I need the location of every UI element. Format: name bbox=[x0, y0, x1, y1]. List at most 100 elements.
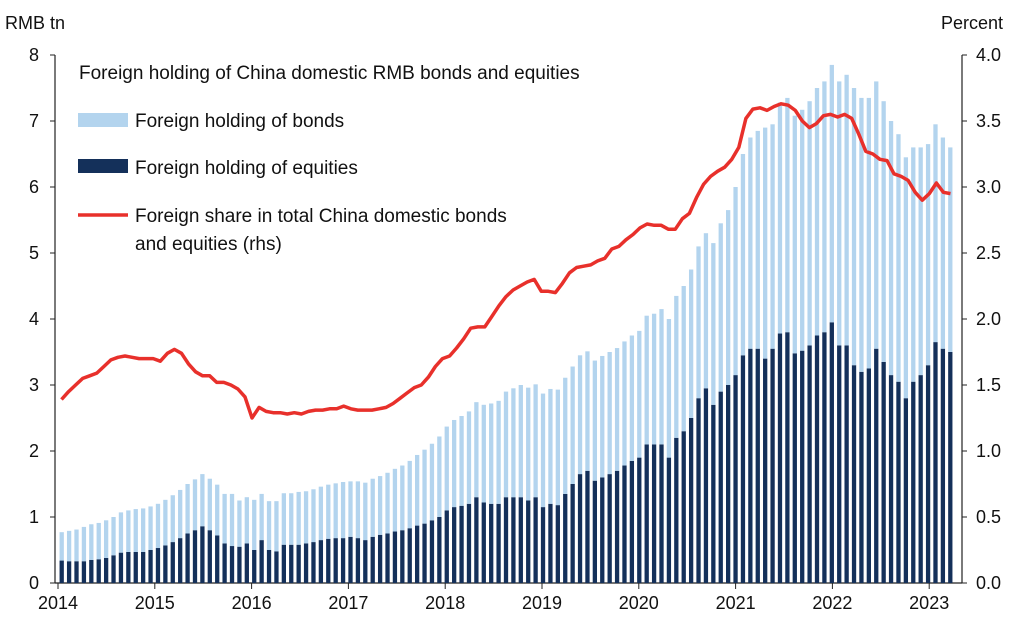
bonds-bar bbox=[666, 319, 672, 458]
equities-bar bbox=[348, 536, 353, 583]
bonds-bar bbox=[585, 351, 590, 471]
bonds-bar bbox=[496, 400, 501, 504]
equities-bar bbox=[215, 535, 220, 583]
equities-bar bbox=[600, 477, 605, 583]
bonds-bar bbox=[377, 476, 383, 535]
equities-bar bbox=[896, 381, 901, 583]
equities-bar bbox=[681, 431, 686, 583]
bonds-bar bbox=[66, 530, 72, 562]
equities-bar bbox=[452, 507, 457, 583]
bonds-bar bbox=[466, 411, 472, 504]
equities-bar bbox=[318, 540, 324, 583]
bonds-bar bbox=[229, 493, 235, 547]
bonds-bar bbox=[548, 388, 553, 504]
bonds-bar bbox=[681, 286, 686, 432]
bonds-bar bbox=[933, 124, 938, 343]
bonds-bar bbox=[237, 500, 242, 547]
equities-bar bbox=[370, 536, 375, 583]
equities-bar bbox=[607, 474, 612, 583]
bonds-bar bbox=[918, 147, 923, 376]
bonds-bar bbox=[400, 465, 405, 531]
equities-bar bbox=[540, 507, 546, 583]
equities-bar bbox=[178, 538, 183, 583]
equities-bar bbox=[785, 332, 790, 583]
x-tick-label: 2021 bbox=[716, 593, 756, 613]
bonds-bar bbox=[903, 157, 909, 399]
equities-bar bbox=[340, 538, 346, 583]
x-tick-label: 2023 bbox=[909, 593, 949, 613]
equities-bar bbox=[807, 345, 812, 583]
equities-bar bbox=[326, 538, 331, 583]
equities-bar bbox=[385, 533, 390, 583]
bonds-bar bbox=[696, 246, 701, 399]
equities-bar bbox=[577, 474, 583, 583]
bonds-bar bbox=[792, 115, 797, 354]
equities-bar bbox=[918, 375, 923, 583]
equities-bar bbox=[829, 322, 834, 583]
bonds-bar bbox=[163, 499, 168, 546]
equities-bar bbox=[237, 546, 242, 583]
equities-bar bbox=[711, 404, 716, 583]
equities-bar bbox=[222, 543, 227, 583]
equities-bar bbox=[311, 542, 316, 583]
y-right-tick-label: 0.5 bbox=[976, 507, 1001, 527]
bonds-bar bbox=[822, 81, 827, 333]
equities-bar bbox=[103, 557, 109, 583]
equities-bar bbox=[89, 559, 94, 583]
bonds-bar bbox=[948, 147, 953, 352]
bonds-bar bbox=[748, 137, 753, 349]
equities-bar bbox=[903, 398, 909, 583]
x-tick-label: 2017 bbox=[328, 593, 368, 613]
equities-bar bbox=[614, 470, 620, 583]
bonds-bar bbox=[141, 508, 146, 552]
equities-bar bbox=[274, 551, 279, 583]
equities-bar bbox=[281, 544, 286, 583]
bonds-bar bbox=[881, 101, 886, 362]
bonds-bar bbox=[755, 130, 760, 349]
equities-bar bbox=[933, 342, 938, 583]
legend-swatch-equities bbox=[78, 159, 128, 173]
y-right-tick-label: 2.5 bbox=[976, 243, 1001, 263]
equities-bar bbox=[770, 348, 775, 583]
bonds-bar bbox=[444, 426, 449, 511]
bonds-bar bbox=[733, 187, 738, 376]
equities-bar bbox=[481, 502, 486, 583]
bonds-bar bbox=[785, 97, 790, 333]
equities-bar bbox=[444, 510, 449, 583]
equities-bar bbox=[763, 358, 768, 583]
bonds-bar bbox=[103, 520, 109, 558]
equities-bar bbox=[422, 523, 427, 583]
bonds-bar bbox=[651, 313, 657, 445]
bonds-bar bbox=[111, 517, 116, 556]
bonds-bar bbox=[503, 391, 509, 498]
equities-bar bbox=[800, 350, 805, 583]
bonds-bar bbox=[266, 501, 272, 550]
equities-bar bbox=[814, 335, 820, 583]
equities-bar bbox=[526, 500, 531, 583]
bonds-bar bbox=[348, 481, 353, 537]
equities-bar bbox=[718, 391, 723, 583]
bonds-bar bbox=[303, 491, 309, 544]
bonds-bar bbox=[814, 88, 820, 336]
bonds-bar bbox=[614, 348, 620, 471]
equities-bar bbox=[133, 551, 138, 583]
bonds-bar bbox=[763, 127, 768, 359]
bonds-bar bbox=[489, 403, 494, 504]
bonds-bar bbox=[896, 134, 901, 382]
bonds-bar bbox=[459, 416, 464, 506]
y-left-tick-label: 0 bbox=[29, 573, 39, 593]
bonds-bar bbox=[777, 102, 783, 334]
equities-bar bbox=[563, 493, 568, 583]
equities-bar bbox=[414, 525, 420, 583]
bonds-bar bbox=[185, 484, 190, 534]
equities-bar bbox=[111, 555, 116, 583]
equities-bar bbox=[733, 375, 738, 583]
bonds-bar bbox=[600, 355, 605, 478]
legend-label-equities: Foreign holding of equities bbox=[135, 158, 358, 179]
equities-bar bbox=[555, 505, 560, 583]
bonds-bar bbox=[688, 269, 694, 418]
y-left-tick-label: 6 bbox=[29, 177, 39, 197]
equities-bar bbox=[74, 561, 79, 583]
equities-bar bbox=[659, 444, 664, 583]
